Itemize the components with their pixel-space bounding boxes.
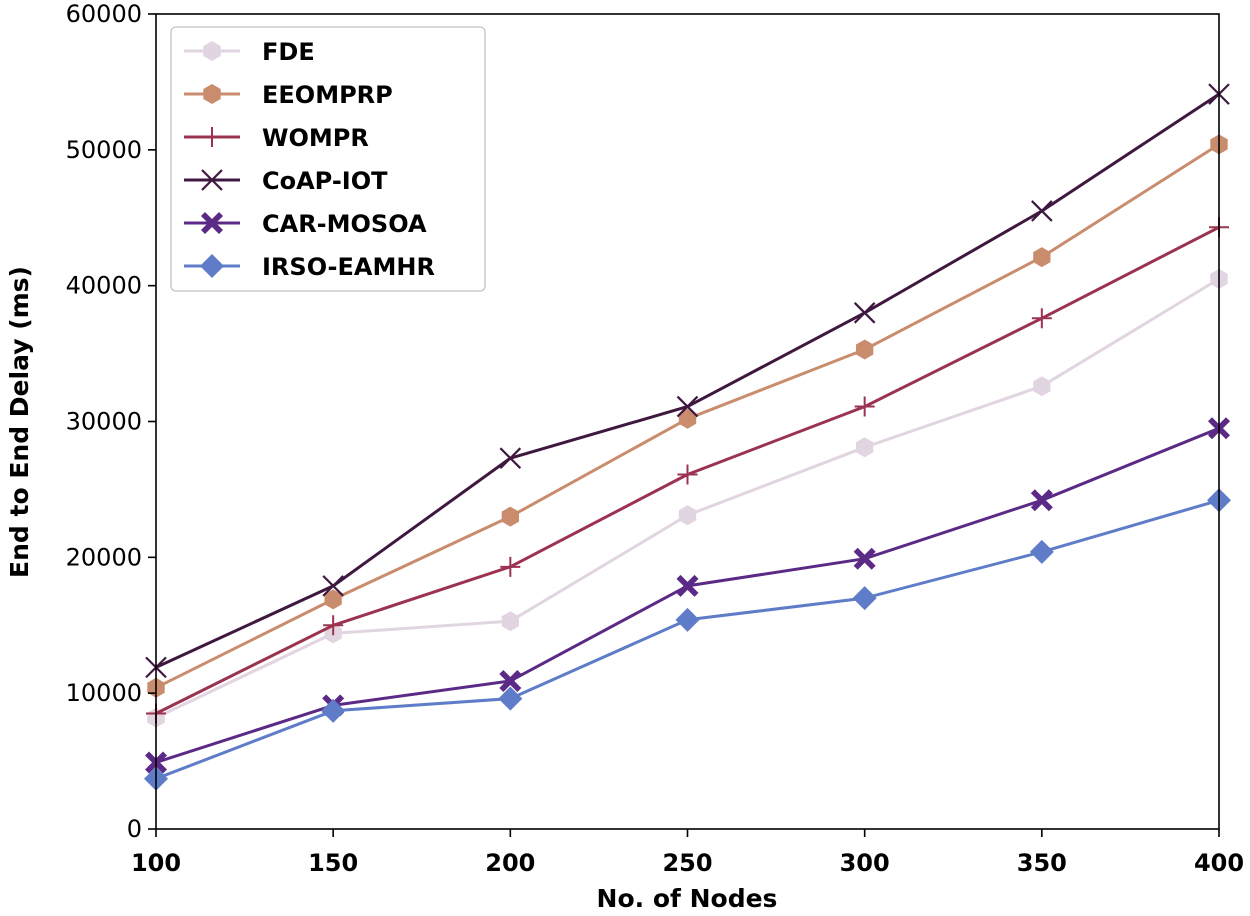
legend-label: CoAP-IOT [262, 167, 388, 195]
x-tick-label: 200 [485, 849, 535, 877]
data-point-coap-iot [322, 575, 344, 597]
data-point-irso-eamhr [852, 586, 877, 611]
data-point-wompr [323, 615, 344, 636]
x-tick-label: 150 [308, 849, 358, 877]
data-point-car-mosoa [676, 574, 699, 597]
data-point-coap-iot [676, 395, 699, 418]
data-point-eeomprp [856, 339, 874, 360]
legend-marker-irso-eamhr [200, 254, 224, 278]
data-point-car-mosoa [853, 547, 876, 570]
y-tick-label: 20000 [66, 543, 142, 571]
series-eeomprp [147, 134, 1228, 698]
legend-label: EEOMPRP [262, 81, 393, 109]
legend-label: IRSO-EAMHR [262, 253, 435, 281]
legend-marker-car-mosoa [201, 212, 223, 234]
series-irso-eamhr [144, 488, 1231, 791]
data-point-fde [856, 437, 874, 458]
x-tick-label: 100 [131, 849, 181, 877]
series-layer [144, 83, 1231, 791]
y-tick-label: 60000 [66, 0, 142, 28]
y-tick-label: 50000 [66, 136, 142, 164]
data-point-eeomprp [501, 506, 519, 527]
x-axis: 100 150 200 250 300 350 400 [131, 829, 1244, 877]
data-point-eeomprp [678, 408, 697, 429]
y-tick-label: 30000 [66, 408, 142, 436]
y-tick-label: 10000 [66, 679, 142, 707]
data-point-irso-eamhr [675, 607, 700, 632]
y-tick-label: 40000 [66, 272, 142, 300]
legend-entry-fde: FDE [184, 38, 315, 66]
y-tick-label: 0 [127, 815, 142, 843]
legend-marker-eeomprp [203, 84, 221, 104]
legend-entry-wompr: WOMPR [184, 124, 369, 152]
data-point-wompr [500, 556, 521, 577]
data-point-coap-iot [853, 302, 876, 324]
legend-label: FDE [262, 38, 315, 66]
y-axis: 0 10000 20000 30000 40000 50000 60000 [66, 0, 156, 843]
legend-entry-irso-eamhr: IRSO-EAMHR [184, 253, 435, 281]
legend-entries: FDE EEOMPRP WOMPR CoAP-IOT CAR-MOSOA IRSO-EAM… [184, 38, 435, 281]
data-point-coap-iot [1031, 200, 1053, 222]
legend-box [170, 26, 486, 292]
x-axis-title: No. of Nodes [597, 884, 778, 913]
legend-entry-eeomprp: EEOMPRP [184, 81, 393, 109]
data-point-wompr [1031, 308, 1052, 329]
legend: FDE EEOMPRP WOMPR CoAP-IOT CAR-MOSOA IRSO-EAM… [170, 26, 486, 292]
data-point-irso-eamhr [321, 698, 346, 723]
data-point-car-mosoa [499, 669, 522, 692]
y-axis-title: End to End Delay (ms) [5, 266, 34, 578]
legend-marker-wompr [202, 127, 222, 147]
data-point-wompr [677, 464, 698, 485]
data-point-irso-eamhr [498, 686, 523, 711]
legend-entry-car-mosoa: CAR-MOSOA [184, 210, 427, 238]
data-point-wompr [854, 396, 875, 417]
x-tick-label: 300 [840, 849, 890, 877]
data-point-fde [1033, 376, 1051, 397]
data-point-irso-eamhr [1029, 539, 1054, 564]
legend-label: WOMPR [262, 124, 369, 152]
legend-entry-coap-iot: CoAP-IOT [184, 167, 388, 195]
data-point-fde [501, 611, 519, 632]
legend-marker-coap-iot [201, 169, 223, 191]
data-point-coap-iot [499, 447, 522, 469]
data-point-car-mosoa [1030, 489, 1053, 512]
legend-marker-fde [203, 41, 221, 61]
x-tick-label: 250 [662, 849, 712, 877]
x-tick-label: 350 [1017, 849, 1067, 877]
data-point-eeomprp [324, 589, 342, 610]
data-point-eeomprp [1033, 247, 1051, 268]
x-tick-label: 400 [1194, 849, 1244, 877]
legend-label: CAR-MOSOA [262, 210, 427, 238]
data-point-fde [678, 505, 697, 526]
